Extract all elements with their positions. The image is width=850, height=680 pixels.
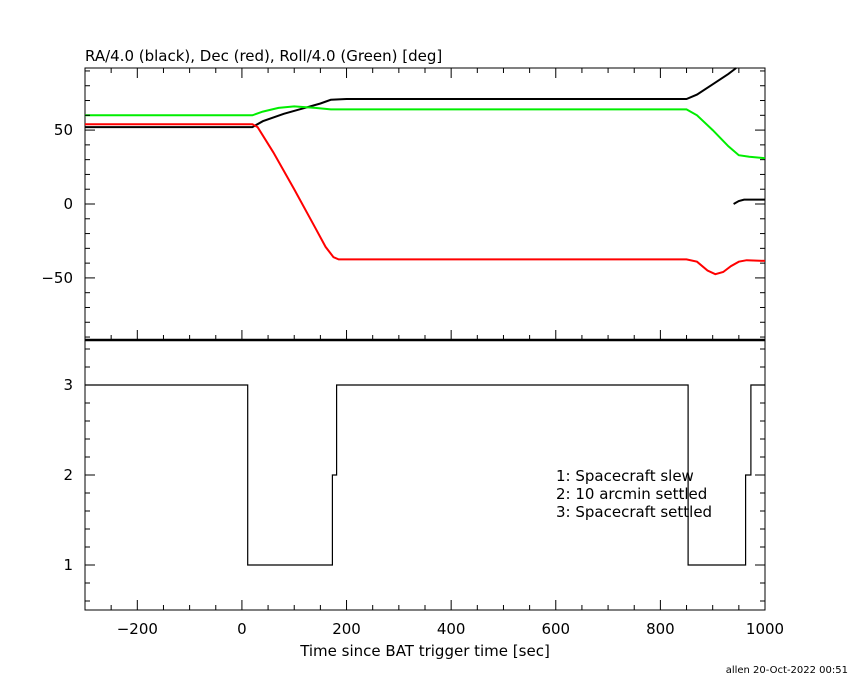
xtick-label: 400 [437, 620, 466, 638]
attitude-series-line-0-1 [733, 198, 765, 205]
attitude-series-line-2-0 [85, 105, 766, 160]
top-panel-title: RA/4.0 (black), Dec (red), Roll/4.0 (Gre… [85, 47, 442, 65]
top-ytick-label: −50 [41, 269, 73, 287]
settle-legend-entry: 2: 10 arcmin settled [556, 485, 707, 503]
xtick-label: 600 [541, 620, 570, 638]
bottom-ytick-label: 2 [63, 466, 73, 484]
settle-series-group [85, 384, 765, 566]
attitude-series-line-0-0 [85, 67, 737, 129]
bottom-ytick-label: 3 [63, 376, 73, 394]
settle-legend-entry: 1: Spacecraft slew [556, 467, 694, 485]
settle-status-step-line [85, 384, 765, 566]
footer-stamp: allen 20-Oct-2022 00:51 [726, 665, 848, 676]
attitude-series-line-1-0 [85, 123, 766, 276]
top-ytick-label: 50 [54, 121, 73, 139]
settle-status-panel: 1 2 3 −200 0 200 400 600 800 1000 1: Spacecraft s… [63, 338, 784, 638]
settle-legend-entry: 3: Spacecraft settled [556, 503, 712, 521]
settle-ticks: 1 2 3 −200 0 200 400 600 800 1000 [63, 348, 784, 638]
attitude-series-group [85, 67, 766, 276]
top-ytick-label: 0 [63, 195, 73, 213]
bottom-ytick-label: 1 [63, 556, 73, 574]
attitude-panel: 50 0 −50 [41, 67, 766, 341]
xtick-label: 1000 [746, 620, 784, 638]
xtick-label: 200 [332, 620, 361, 638]
xtick-label: 800 [646, 620, 675, 638]
x-axis-label: Time since BAT trigger time [sec] [299, 642, 550, 660]
xtick-label: −200 [117, 620, 158, 638]
xtick-label: 0 [237, 620, 247, 638]
